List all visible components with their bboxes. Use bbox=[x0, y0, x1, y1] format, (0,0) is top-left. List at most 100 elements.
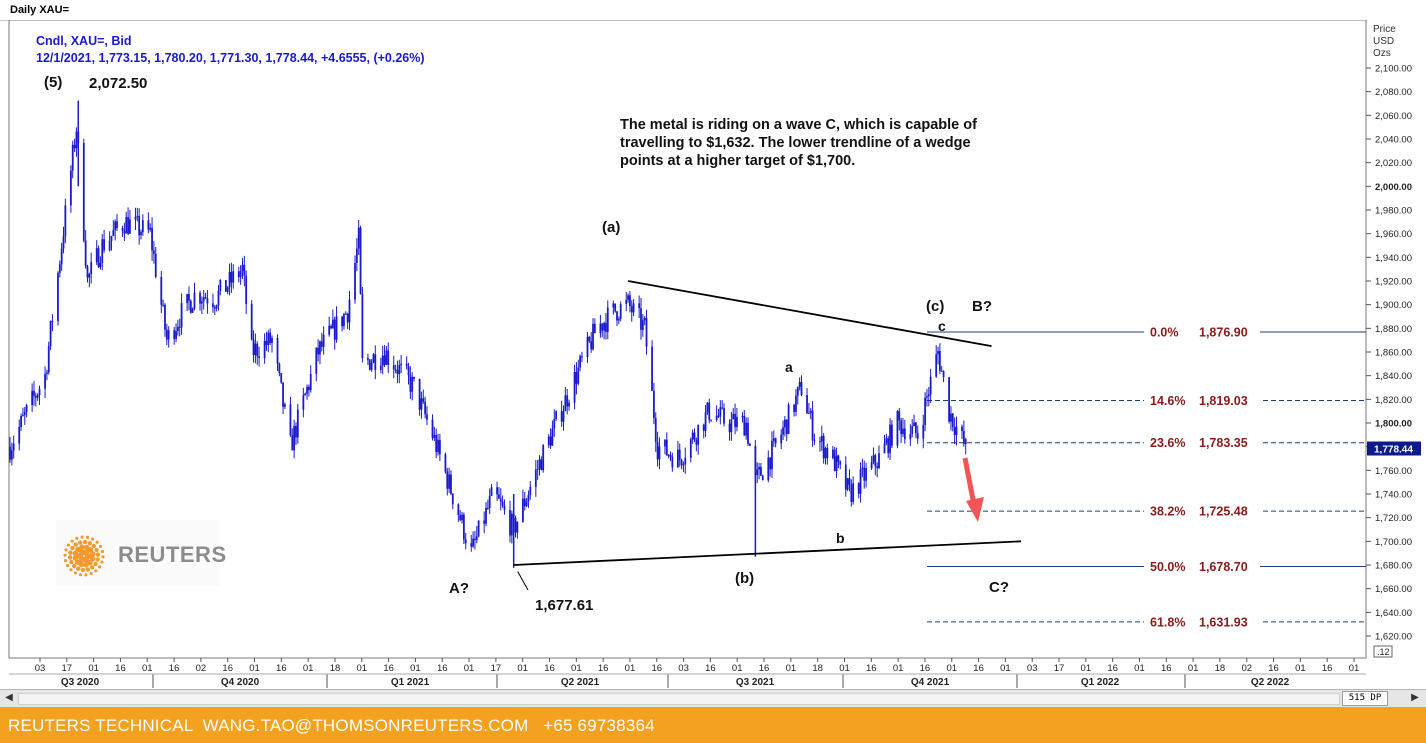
candle-body bbox=[341, 316, 343, 327]
candle-body bbox=[193, 292, 196, 309]
price-tick-label: 1,960.00 bbox=[1375, 229, 1412, 240]
logo-dot bbox=[100, 549, 105, 554]
candle-body bbox=[367, 357, 369, 360]
trendline-lower bbox=[513, 540, 1022, 566]
candle-body bbox=[361, 293, 364, 358]
candle-body bbox=[911, 426, 914, 434]
candle-body bbox=[180, 303, 183, 328]
candle-body bbox=[603, 322, 605, 331]
logo-dot bbox=[94, 547, 99, 553]
legend-line-2: 12/1/2021, 1,773.15, 1,780.20, 1,771.30,… bbox=[36, 51, 425, 65]
candle-body bbox=[219, 279, 222, 291]
candle-body bbox=[771, 440, 773, 470]
candle-body bbox=[252, 339, 255, 356]
quarter-label: Q4 2020 bbox=[221, 677, 260, 688]
candle-body bbox=[940, 370, 943, 372]
date-tick-label: 17 bbox=[1054, 663, 1065, 674]
candle-body bbox=[848, 478, 851, 485]
candle-body bbox=[717, 415, 720, 417]
candle-body bbox=[486, 507, 489, 509]
candle-body bbox=[953, 427, 956, 436]
fib-price-label: 1,876.90 bbox=[1199, 326, 1248, 340]
candle-body bbox=[616, 311, 618, 321]
candle-body bbox=[629, 295, 631, 307]
logo-dot bbox=[98, 544, 103, 549]
candle-body bbox=[359, 227, 362, 294]
price-tick-label: 1,840.00 bbox=[1375, 371, 1412, 382]
logo-dot bbox=[78, 561, 85, 568]
quarter-label: Q2 2022 bbox=[1251, 677, 1290, 688]
horizontal-scrollbar[interactable]: ◀ 515 DP ▶ bbox=[0, 689, 1426, 707]
candle-body bbox=[140, 232, 142, 236]
price-axis-header: USD bbox=[1373, 36, 1394, 47]
date-tick-label: 16 bbox=[759, 663, 770, 674]
candle-body bbox=[903, 428, 906, 440]
candle-body bbox=[490, 487, 493, 496]
candle-body bbox=[496, 487, 498, 495]
candle-body bbox=[186, 294, 189, 304]
candle-body bbox=[914, 422, 917, 434]
logo-dot bbox=[69, 568, 73, 572]
scroll-left-icon[interactable]: ◀ bbox=[5, 692, 13, 703]
scroll-right-icon[interactable]: ▶ bbox=[1411, 692, 1419, 703]
logo-dot bbox=[91, 537, 95, 541]
fib-price-label: 1,631.93 bbox=[1199, 615, 1248, 629]
candle-body bbox=[964, 439, 967, 445]
candle-body bbox=[426, 414, 428, 420]
candle-body bbox=[138, 215, 141, 236]
candle-body bbox=[898, 411, 901, 421]
candle-body bbox=[547, 436, 550, 446]
date-tick-label: 01 bbox=[893, 663, 904, 674]
candle-body bbox=[501, 501, 504, 506]
logo-dot bbox=[95, 557, 100, 562]
candle-body bbox=[239, 271, 242, 278]
candle-body bbox=[961, 426, 963, 432]
zoom-readout[interactable]: 515 DP bbox=[1342, 691, 1388, 706]
fib-label-bg bbox=[1144, 558, 1260, 575]
logo-dot bbox=[65, 563, 70, 568]
candle-body bbox=[200, 301, 203, 304]
date-tick-label: 01 bbox=[786, 663, 797, 674]
candle-body bbox=[206, 298, 209, 304]
date-tick-label: 03 bbox=[678, 663, 689, 674]
candle-body bbox=[36, 394, 39, 398]
logo-dot bbox=[82, 549, 90, 556]
fib-pct-label: 0.0% bbox=[1150, 326, 1179, 340]
logo-dot bbox=[72, 550, 79, 557]
candle-body bbox=[34, 396, 37, 398]
candle-body bbox=[863, 467, 866, 481]
footer-text: REUTERS TECHNICAL WANG.TAO@THOMSONREUTER… bbox=[8, 716, 655, 735]
candle-body bbox=[809, 410, 812, 413]
quarter-label: Q4 2021 bbox=[911, 677, 950, 688]
candle-body bbox=[760, 467, 762, 476]
candle-body bbox=[319, 341, 321, 355]
candle-body bbox=[538, 459, 541, 469]
scroll-track[interactable] bbox=[18, 693, 1340, 705]
candle-body bbox=[483, 520, 486, 524]
candle-body bbox=[950, 413, 952, 422]
price-tick-label: 1,720.00 bbox=[1375, 513, 1412, 524]
candle-body bbox=[640, 308, 642, 330]
plot-area bbox=[8, 20, 1367, 659]
candle-body bbox=[669, 454, 672, 457]
date-tick-label: 16 bbox=[222, 663, 233, 674]
candle-body bbox=[333, 319, 336, 340]
candle-body bbox=[498, 494, 500, 499]
candle-body bbox=[162, 304, 165, 306]
candle-body bbox=[450, 474, 452, 494]
date-tick-label: 01 bbox=[1188, 663, 1199, 674]
candle-body bbox=[317, 347, 320, 355]
candle-body bbox=[263, 340, 266, 359]
candle-body bbox=[488, 495, 491, 508]
fib-label-bg bbox=[1144, 503, 1260, 520]
candle-body bbox=[767, 457, 770, 481]
candle-body bbox=[549, 436, 552, 446]
date-tick-label: 16 bbox=[973, 663, 984, 674]
candle-body bbox=[464, 539, 467, 544]
candle-body bbox=[499, 498, 502, 502]
candle-body bbox=[322, 334, 325, 347]
candle-body bbox=[173, 330, 176, 339]
logo-dot bbox=[69, 559, 74, 565]
candle-body bbox=[564, 395, 567, 412]
